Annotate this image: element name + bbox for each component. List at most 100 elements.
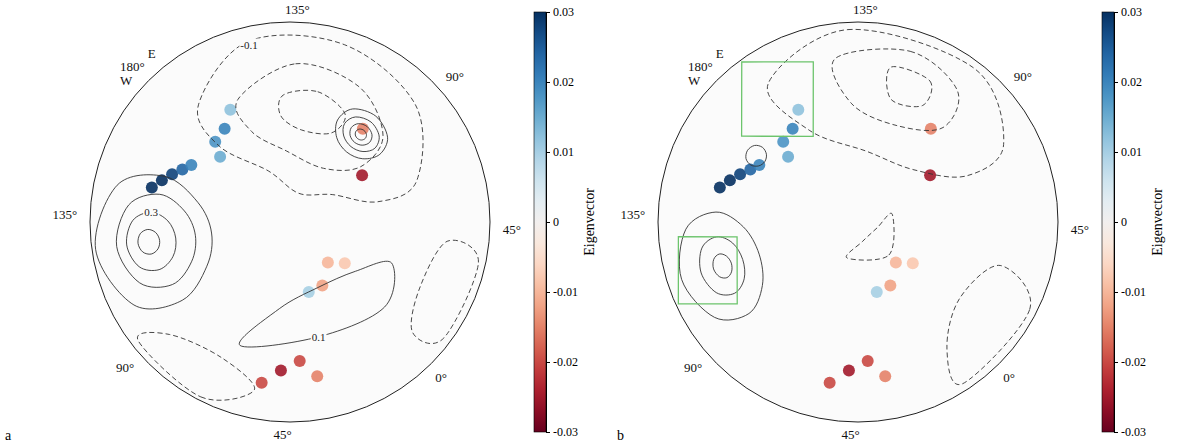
region-box bbox=[742, 62, 814, 136]
eigenvector-patch bbox=[275, 364, 287, 376]
contour-positive bbox=[700, 237, 745, 295]
contour-positive bbox=[95, 175, 212, 309]
eigenvector-patch bbox=[925, 123, 937, 135]
longitude-label: 0° bbox=[435, 370, 447, 385]
eigenvector-patch bbox=[322, 257, 334, 269]
eigenvector-patch bbox=[824, 377, 836, 389]
contour-negative bbox=[767, 29, 1003, 177]
eigenvector-patch bbox=[356, 169, 368, 181]
longitude-label: 180° bbox=[688, 59, 713, 74]
dateline-west: W bbox=[688, 73, 701, 88]
colorbar-tick-label: -0.03 bbox=[553, 425, 578, 439]
longitude-label: 45° bbox=[1071, 222, 1089, 237]
contour-negative bbox=[411, 240, 478, 343]
longitude-label: 90° bbox=[1014, 69, 1032, 84]
colorbar-tick-label: 0.01 bbox=[1121, 145, 1142, 159]
longitude-label: 90° bbox=[446, 69, 464, 84]
eigenvector-patch bbox=[311, 370, 323, 382]
colorbar-tick: 0.03 bbox=[546, 5, 574, 19]
contour-positive bbox=[343, 117, 379, 152]
colorbar-title: Eigenvector bbox=[1150, 188, 1165, 256]
eigenvector-patch bbox=[907, 257, 919, 269]
colorbar-tick: -0.02 bbox=[1114, 355, 1146, 369]
colorbar-tick-label: -0.01 bbox=[1121, 285, 1146, 299]
contour-label-text: -0.1 bbox=[240, 39, 257, 51]
eigenvector-patch bbox=[219, 123, 231, 135]
contour-label: -0.1 bbox=[239, 39, 258, 51]
longitude-label: 135° bbox=[52, 207, 77, 222]
contour-label-text: 0.3 bbox=[144, 206, 158, 218]
contour-negative bbox=[846, 213, 894, 260]
contour-negative bbox=[137, 332, 254, 400]
eigenvector-patch bbox=[871, 286, 883, 298]
longitude-label: 45° bbox=[841, 427, 859, 442]
colorbar-axis: 0.030.020.010-0.01-0.02-0.03 bbox=[546, 5, 578, 439]
contour-label-text: 0.1 bbox=[312, 331, 326, 343]
colorbar-tick-mark bbox=[546, 82, 550, 83]
dateline-east: E bbox=[716, 46, 724, 61]
longitude-label: 135° bbox=[620, 207, 645, 222]
colorbar-tick: 0.02 bbox=[546, 75, 574, 89]
contour-label: 0.3 bbox=[143, 206, 159, 218]
colorbar-tick-mark bbox=[1114, 362, 1118, 363]
colorbar bbox=[534, 12, 546, 432]
contour-negative bbox=[886, 67, 931, 107]
colorbar-tick: 0.01 bbox=[1114, 145, 1142, 159]
contour-label-bg bbox=[311, 331, 327, 343]
longitude-label: 45° bbox=[503, 222, 521, 237]
map-background bbox=[90, 22, 490, 422]
contour-label: 0.1 bbox=[311, 331, 327, 343]
colorbar-tick-label: -0.01 bbox=[553, 285, 578, 299]
eigenvector-patch bbox=[787, 123, 799, 135]
colorbar-tick: 0.03 bbox=[1114, 5, 1142, 19]
eigenvector-patch bbox=[879, 370, 891, 382]
colorbar-tick-mark bbox=[546, 362, 550, 363]
colorbar-tick-mark bbox=[1114, 432, 1118, 433]
colorbar-tick-label: 0.02 bbox=[553, 75, 574, 89]
longitude-label: 90° bbox=[684, 360, 702, 375]
eigenvector-patch bbox=[185, 159, 197, 171]
dateline-west: W bbox=[120, 73, 133, 88]
longitude-label: 135° bbox=[853, 2, 878, 17]
contour-positive bbox=[679, 212, 763, 320]
colorbar-tick-mark bbox=[546, 292, 550, 293]
contour-positive bbox=[350, 124, 372, 146]
map-marks bbox=[678, 29, 1030, 388]
figure: -0.10.30.1135°90°45°0°45°90°135°180°EW0.… bbox=[0, 0, 1181, 445]
colorbar-tick-mark bbox=[546, 152, 550, 153]
colorbar-tick: 0 bbox=[1114, 215, 1127, 229]
eigenvector-patch bbox=[146, 182, 158, 194]
eigenvector-patch bbox=[714, 182, 726, 194]
colorbar-tick-mark bbox=[546, 222, 550, 223]
map-outline bbox=[90, 22, 490, 422]
colorbar-axis: 0.030.020.010-0.01-0.02-0.03 bbox=[1114, 5, 1146, 439]
colorbar bbox=[1102, 12, 1114, 432]
panel-letter: a bbox=[5, 428, 12, 443]
map-outline bbox=[658, 22, 1058, 422]
map-background bbox=[658, 22, 1058, 422]
colorbar-tick: 0.01 bbox=[546, 145, 574, 159]
contour-positive bbox=[355, 129, 366, 140]
eigenvector-patch bbox=[924, 169, 936, 181]
colorbar-tick-mark bbox=[1114, 82, 1118, 83]
eigenvector-patch bbox=[294, 355, 306, 367]
colorbar-tick-mark bbox=[1114, 292, 1118, 293]
contour-positive bbox=[746, 145, 767, 166]
dateline-east: E bbox=[148, 46, 156, 61]
map-marks bbox=[95, 35, 478, 400]
map-panel: -0.10.30.1135°90°45°0°45°90°135°180°EW0.… bbox=[5, 2, 597, 443]
colorbar-title: Eigenvector bbox=[582, 188, 597, 256]
colorbar-tick-mark bbox=[546, 12, 550, 13]
eigenvector-patch bbox=[339, 257, 351, 269]
longitude-label: 180° bbox=[120, 59, 145, 74]
eigenvector-patch bbox=[214, 151, 226, 163]
longitude-label: 45° bbox=[273, 427, 291, 442]
eigenvector-patch bbox=[256, 377, 268, 389]
contour-positive bbox=[116, 194, 195, 287]
contour-positive bbox=[336, 109, 388, 159]
colorbar-tick: 0 bbox=[546, 215, 559, 229]
eigenvector-patch bbox=[862, 355, 874, 367]
eigenvector-patch bbox=[734, 168, 746, 180]
colorbar-tick: -0.01 bbox=[1114, 285, 1146, 299]
eigenvector-patch bbox=[792, 104, 804, 116]
